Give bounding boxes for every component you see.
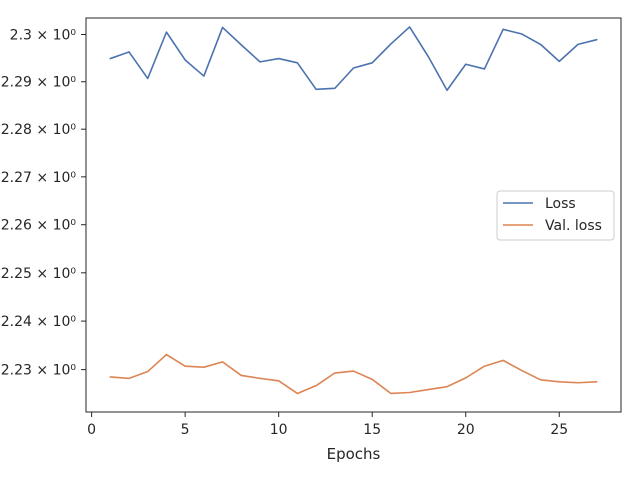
y-tick-label: 2.25 × 10⁰ [1,266,77,282]
x-axis-title: Epochs [327,445,381,463]
x-tick-label: 20 [457,422,475,438]
legend-label-loss: Loss [545,196,576,212]
y-tick-label: 2.23 × 10⁰ [1,363,77,379]
y-tick-label: 2.27 × 10⁰ [1,170,77,186]
x-tick-label: 25 [550,422,568,438]
y-tick-label: 2.26 × 10⁰ [1,218,77,234]
series-layer [109,26,598,395]
legend: Loss Val. loss [496,190,615,241]
x-tick-label: 15 [363,422,381,438]
y-tick-label: 2.3 × 10⁰ [10,27,77,43]
series-line-loss [109,26,598,92]
tick-layer: 0 5 10 15 20 25 2.23 × 10⁰ 2.24 × 10⁰ 2.25 × 10⁰… [1,27,568,438]
y-tick-label: 2.28 × 10⁰ [1,122,77,138]
plot-frame [85,17,622,413]
legend-label-val-loss: Val. loss [545,218,602,234]
y-tick-label: 2.29 × 10⁰ [1,75,77,91]
x-tick-label: 5 [181,422,190,438]
series-line-val-loss [109,353,598,395]
x-tick-label: 0 [87,422,96,438]
x-tick-label: 10 [270,422,288,438]
y-tick-label: 2.24 × 10⁰ [1,314,77,330]
